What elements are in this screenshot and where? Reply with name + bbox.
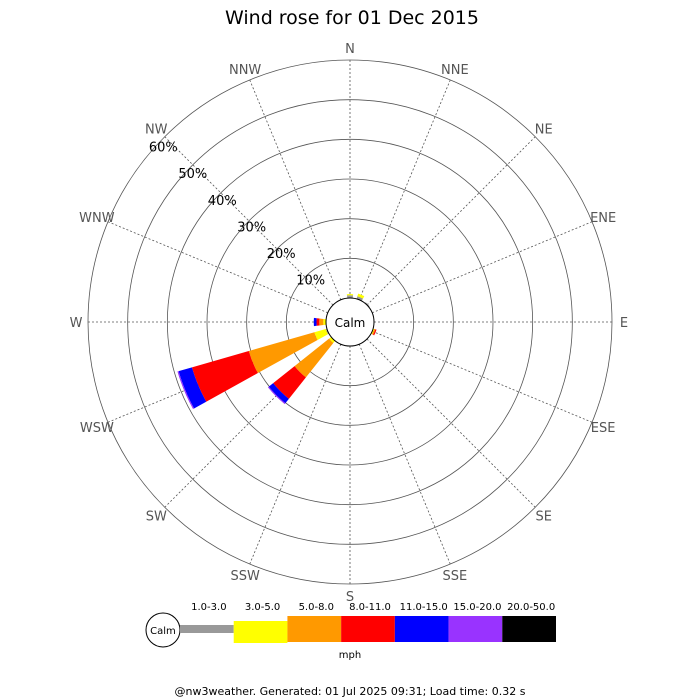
direction-label-sw: SW bbox=[146, 510, 167, 525]
grid-ring bbox=[206, 178, 494, 466]
ring-label: 50% bbox=[178, 167, 207, 182]
direction-label-nne: NNE bbox=[441, 63, 469, 78]
petal-sw-bin-3 bbox=[273, 366, 306, 399]
direction-label-nnw: NNW bbox=[229, 63, 261, 78]
legend-label-4: 11.0-15.0 bbox=[400, 602, 448, 613]
direction-label-ne: NE bbox=[535, 122, 553, 137]
petal-sw-bin-1 bbox=[329, 336, 336, 343]
legend-label-2: 5.0-8.0 bbox=[299, 602, 334, 613]
petal-w-bin-3 bbox=[316, 318, 320, 326]
petal-n-bin-1 bbox=[346, 294, 354, 296]
direction-label-se: SE bbox=[536, 510, 552, 525]
legend-swatch-5 bbox=[448, 616, 503, 642]
petal-wsw-bin-1 bbox=[314, 328, 328, 340]
legend-swatch-1 bbox=[233, 621, 288, 643]
legend-swatch-3 bbox=[341, 616, 395, 642]
grid-ring bbox=[127, 99, 573, 545]
direction-label-ese: ESE bbox=[591, 421, 616, 436]
legend-label-0: 1.0-3.0 bbox=[191, 602, 226, 613]
petal-ese-bin-3 bbox=[373, 329, 377, 336]
petal-wsw-bin-2 bbox=[248, 332, 318, 374]
legend-calm-label: Calm bbox=[150, 626, 176, 637]
direction-label-e: E bbox=[620, 316, 628, 331]
direction-label-w: W bbox=[70, 316, 83, 331]
legend-swatch-2 bbox=[287, 616, 342, 642]
petal-n-bin-0 bbox=[346, 295, 354, 299]
petal-ne-bin-0 bbox=[364, 302, 370, 308]
calm-label: Calm bbox=[335, 316, 366, 330]
petal-w-bin-4 bbox=[313, 317, 317, 327]
legend-label-5: 15.0-20.0 bbox=[453, 602, 501, 613]
ring-labels: 10%20%30%40%50%60% bbox=[149, 141, 325, 289]
legend-swatch-4 bbox=[394, 616, 449, 642]
petal-wsw-bin-5 bbox=[177, 371, 195, 410]
direction-label-sse: SSE bbox=[442, 569, 467, 584]
chart-title: Wind rose for 01 Dec 2015 bbox=[225, 7, 479, 29]
ring-label: 20% bbox=[267, 247, 296, 262]
speed-legend: Calm 1.0-3.0 3.0-5.0 5.0-8.0 8.0-11.0 11.0-1… bbox=[145, 602, 556, 661]
legend-unit: mph bbox=[339, 650, 361, 661]
petal-wsw-bin-3 bbox=[191, 351, 258, 402]
ring-label: 40% bbox=[208, 194, 237, 209]
direction-label-ene: ENE bbox=[590, 211, 616, 226]
direction-label-nw: NW bbox=[145, 122, 168, 137]
legend-label-1: 3.0-5.0 bbox=[245, 602, 280, 613]
ring-label: 30% bbox=[237, 220, 266, 235]
petal-sw-bin-2 bbox=[294, 338, 334, 378]
legend-swatch-0 bbox=[180, 625, 234, 633]
petal-nne-bin-0 bbox=[356, 296, 363, 302]
direction-label-wnw: WNW bbox=[79, 211, 115, 226]
footer-text: @nw3weather. Generated: 01 Jul 2025 09:3… bbox=[175, 685, 526, 698]
wind-petals bbox=[177, 293, 377, 410]
petal-ese-bin-2 bbox=[372, 328, 376, 335]
grid-ring bbox=[166, 138, 534, 506]
petal-sw-bin-5 bbox=[267, 386, 286, 405]
grid-ring bbox=[285, 257, 415, 387]
ring-label: 60% bbox=[149, 141, 178, 156]
petal-w-bin-2 bbox=[319, 318, 324, 326]
direction-label-n: N bbox=[345, 42, 355, 57]
legend-items: 1.0-3.0 3.0-5.0 5.0-8.0 8.0-11.0 11.0-15.0 15… bbox=[180, 602, 556, 643]
direction-label-ssw: SSW bbox=[230, 569, 260, 584]
legend-label-6: 20.0-50.0 bbox=[507, 602, 555, 613]
legend-swatch-6 bbox=[502, 616, 556, 642]
ring-label: 10% bbox=[296, 273, 325, 288]
legend-label-3: 8.0-11.0 bbox=[349, 602, 391, 613]
direction-label-s: S bbox=[346, 590, 354, 605]
calm-center: Calm bbox=[325, 297, 375, 347]
petal-nne-bin-1 bbox=[357, 293, 365, 299]
petal-wsw-bin-4 bbox=[178, 367, 207, 409]
direction-labels: N NNE NE ENE E ESE SE SSE S SSW SW WSW W WNW NW NNW bbox=[70, 42, 629, 605]
direction-label-wsw: WSW bbox=[80, 421, 114, 436]
petal-sw-bin-4 bbox=[268, 383, 289, 404]
petal-w-bin-1 bbox=[323, 318, 327, 326]
calm-circle bbox=[325, 297, 375, 347]
grid-ring bbox=[246, 218, 454, 426]
